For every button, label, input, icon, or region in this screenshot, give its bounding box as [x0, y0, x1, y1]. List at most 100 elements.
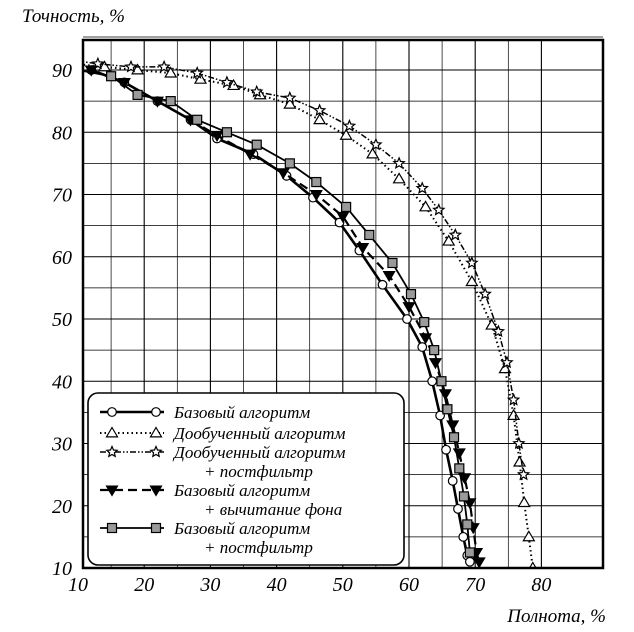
data-point	[190, 66, 204, 79]
legend-label: + постфильтр	[204, 538, 313, 557]
x-tick-label: 80	[531, 574, 551, 596]
data-point	[313, 113, 327, 125]
data-point	[453, 503, 463, 514]
x-axis-title: Полнота, %	[506, 606, 606, 627]
legend-marker	[106, 522, 118, 534]
series-line	[83, 63, 534, 568]
legend-marker	[150, 522, 162, 534]
series-5	[83, 64, 476, 558]
series-3	[83, 56, 531, 481]
data-point	[251, 139, 262, 150]
series-line	[83, 70, 471, 553]
data-point	[458, 531, 469, 542]
legend-item: Базовый алгоритм	[100, 403, 310, 422]
data-point	[210, 130, 224, 143]
data-point	[124, 59, 138, 73]
y-tick-label: 60	[52, 247, 72, 269]
data-point	[284, 158, 295, 169]
data-point	[377, 279, 388, 290]
data-point	[250, 84, 264, 98]
data-point	[478, 287, 492, 300]
data-point	[342, 118, 357, 132]
data-point	[369, 137, 383, 151]
data-point	[132, 89, 143, 101]
data-point	[336, 211, 350, 223]
data-point	[465, 274, 479, 287]
plot-frame	[81, 38, 605, 570]
legend-box	[87, 392, 405, 566]
data-point	[283, 97, 297, 109]
x-tick-label: 40	[267, 574, 287, 596]
x-tick-label: 50	[333, 574, 353, 596]
data-point	[512, 436, 526, 450]
data-point	[220, 75, 234, 89]
data-point	[417, 342, 428, 352]
data-point	[276, 168, 290, 180]
x-tick-label: 10	[68, 574, 88, 596]
series-line	[90, 68, 481, 563]
data-point	[392, 172, 406, 184]
data-point	[402, 302, 416, 314]
data-point	[442, 404, 453, 415]
x-tick-label: 70	[465, 574, 485, 596]
legend-marker	[149, 426, 163, 438]
data-point	[500, 355, 514, 369]
data-point	[309, 190, 323, 202]
y-axis-title: Точность, %	[22, 6, 125, 27]
data-point	[192, 114, 203, 125]
data-point	[458, 491, 470, 502]
data-point	[402, 314, 412, 324]
data-point	[341, 201, 352, 213]
data-point	[221, 127, 233, 138]
data-point	[415, 181, 430, 194]
legend-label: Дообученный алгоритм	[172, 443, 346, 462]
data-point	[243, 149, 257, 161]
legend-marker	[151, 407, 161, 417]
data-point	[366, 147, 380, 159]
data-point	[447, 475, 458, 486]
data-point	[432, 203, 446, 216]
y-tick-label: 50	[52, 309, 72, 331]
series-line	[83, 61, 525, 475]
legend-marker	[149, 485, 163, 497]
y-tick-label: 30	[51, 434, 72, 456]
y-tick-label: 90	[52, 60, 72, 82]
data-point	[438, 389, 452, 401]
data-point	[506, 392, 521, 406]
y-tick-label: 70	[52, 185, 72, 207]
tick-labels: 10 20 30 40 50 60 70 80 10 20 30 40 50 60 70 80 90	[51, 60, 551, 596]
data-point	[312, 103, 327, 117]
data-point	[462, 519, 473, 530]
data-point	[356, 242, 370, 255]
data-point	[517, 495, 531, 508]
data-point	[419, 317, 430, 328]
x-tick-label: 30	[199, 574, 220, 596]
data-point	[392, 156, 406, 170]
legend-marker	[105, 485, 119, 497]
data-point	[516, 467, 531, 481]
legend-item: Дообученный алгоритм+ постфильтр	[100, 443, 346, 481]
legend: Базовый алгоритм Дообученный алгоритмДооб…	[87, 392, 405, 566]
data-point	[472, 557, 486, 568]
data-point	[387, 257, 398, 269]
data-point	[491, 324, 506, 338]
y-tick-label: 20	[52, 496, 72, 518]
legend-item: Базовый алгоритм+ вычитание фона	[100, 481, 342, 519]
y-tick-label: 80	[52, 122, 72, 144]
data-point	[485, 318, 499, 330]
x-tick-label: 20	[134, 574, 154, 596]
data-point	[435, 410, 446, 421]
data-point	[441, 444, 451, 455]
legend-marker	[105, 426, 119, 438]
legend-label: Базовый алгоритм	[173, 519, 310, 538]
data-point	[454, 463, 465, 474]
legend-label: Дообученный алгоритм	[172, 424, 346, 443]
legend-item: Дообученный алгоритм	[100, 424, 346, 443]
legend-marker	[107, 407, 117, 417]
data-point	[427, 376, 438, 387]
legend-marker	[149, 444, 163, 458]
data-point	[448, 227, 463, 241]
legend-label: Базовый алгоритм	[173, 481, 310, 500]
data-point	[157, 59, 171, 73]
